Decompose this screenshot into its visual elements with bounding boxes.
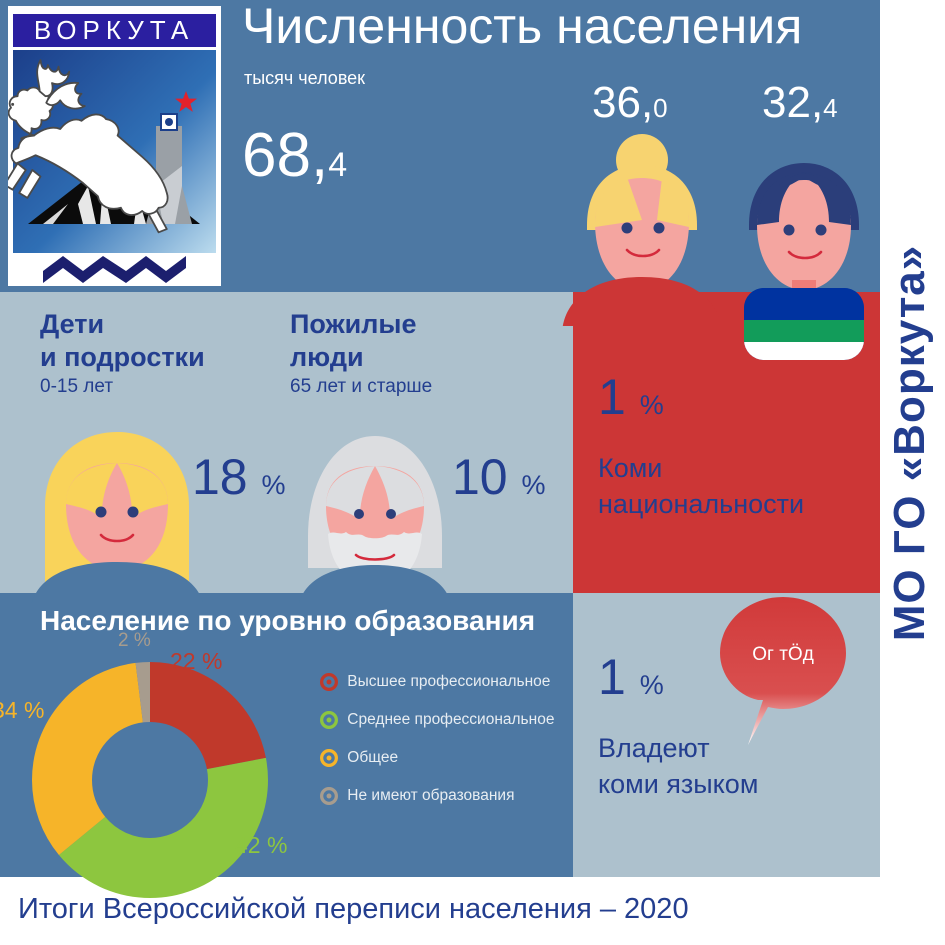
svg-text:ВОРКУТА: ВОРКУТА [34,15,194,45]
svg-text:Ог тÖд: Ог тÖд [752,644,814,665]
